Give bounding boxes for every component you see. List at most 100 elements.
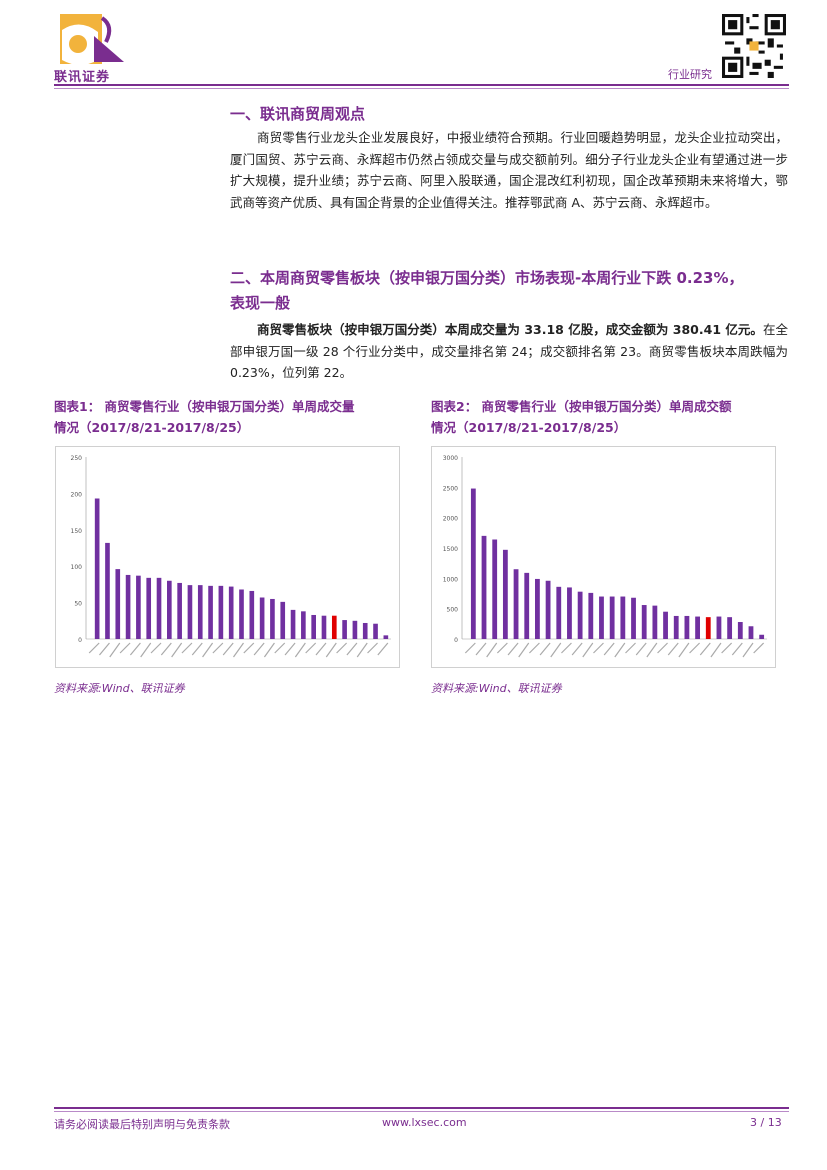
header-divider <box>54 84 789 86</box>
chart1-bar <box>156 577 162 639</box>
company-name: 联讯证券 <box>54 70 111 85</box>
chart1-category-label-mark <box>243 642 255 654</box>
chart2-bar <box>684 615 690 639</box>
chart1-y-tick-label: 250 <box>71 455 83 462</box>
section-paragraph-2-bold: 商贸零售板块（按申银万国分类）本周成交量为 33.18 亿股，成交金额为 380… <box>257 322 763 337</box>
chart2-category-label-mark <box>689 642 701 654</box>
page-number: 3 / 13 <box>750 1116 782 1129</box>
chart1-y-tick-label: 50 <box>74 601 82 608</box>
section-heading-1: 一、联讯商贸周观点 <box>230 105 366 123</box>
chart1-y-tick-label: 150 <box>71 528 83 535</box>
chart1-bar <box>259 597 265 639</box>
chart1-bar <box>280 601 286 639</box>
figure-2-title-line2: 情况（2017/8/21-2017/8/25） <box>431 420 627 435</box>
chart1-category-label-mark <box>109 642 121 658</box>
chart1-bar <box>301 611 306 639</box>
chart2-bar <box>737 622 743 639</box>
chart2-bar <box>716 616 722 639</box>
chart2-bar <box>502 549 508 639</box>
chart2-bar <box>695 616 700 639</box>
chart1-y-tick-label: 200 <box>71 491 83 498</box>
chart1-category-label-mark <box>202 642 214 658</box>
chart2-y-tick-label: 1000 <box>443 576 458 583</box>
chart2-category-label-mark <box>625 642 636 654</box>
chart1-bar <box>197 585 203 639</box>
section-heading-2: 二、本周商贸零售板块（按申银万国分类）市场表现-本周行业下跌 0.23%， 表现… <box>230 267 790 313</box>
chart1-category-label-mark <box>129 642 141 656</box>
chart2-y-tick-label: 2500 <box>443 485 458 492</box>
section-heading-2-line1: 二、本周商贸零售板块（按申银万国分类）市场表现-本周行业下跌 0.23%， <box>230 269 744 287</box>
figure-1-title-line1: 图表1： 商贸零售行业（按申银万国分类）单周成交量 <box>54 399 355 414</box>
chart1-bar <box>270 598 275 639</box>
chart2-bar <box>513 569 519 639</box>
chart1-y-tick-label: 100 <box>71 564 83 571</box>
chart1-category-label-mark <box>325 642 337 658</box>
chart1-category-label-mark <box>377 642 389 656</box>
chart2-bar <box>705 617 711 639</box>
chart1-bar <box>342 620 347 639</box>
company-logo <box>60 14 124 65</box>
chart2-category-label-mark <box>646 642 658 658</box>
chart1-bar <box>167 580 172 639</box>
chart2-bar <box>545 580 551 639</box>
chart1-y-tick-label: 0 <box>78 637 82 644</box>
chart2-category-label-mark <box>657 642 668 654</box>
chart2-bar <box>652 605 658 639</box>
section-paragraph-2-rest: 在全部申银万国一级 28 个行业分类中，成交量排名第 24；成交额排名第 23。… <box>230 322 788 380</box>
chart1-bar <box>136 575 141 639</box>
chart2-y-tick-label: 2000 <box>443 516 458 523</box>
chart1-category-label-mark <box>171 642 183 658</box>
chart1-category-label-mark <box>284 642 296 656</box>
chart1-bar <box>311 614 316 639</box>
chart2-category-label-mark <box>464 642 476 654</box>
chart1-category-label-mark <box>140 642 152 658</box>
chart1-category-label-mark <box>253 642 265 656</box>
chart2-category-label-mark <box>667 642 679 656</box>
chart1-category-label-mark <box>88 642 100 654</box>
chart1-category-label-mark <box>233 642 244 658</box>
chart2-category-label-mark <box>571 642 583 656</box>
chart1-bar <box>331 615 337 639</box>
chart2-category-label-mark <box>518 642 530 658</box>
chart1-category-label-mark <box>367 642 378 654</box>
section-paragraph-1: 商贸零售行业龙头企业发展良好，中报业绩符合预期。行业回暖趋势明显，龙头企业拉动突… <box>230 130 788 210</box>
chart1-category-label-mark <box>150 642 162 654</box>
figure-2-title-line1: 图表2： 商贸零售行业（按申银万国分类）单周成交额 <box>431 399 732 414</box>
chart1-bar <box>146 577 152 639</box>
chart1-bar <box>208 585 213 639</box>
chart2-y-tick-label: 3000 <box>443 455 458 462</box>
chart2-category-label-mark <box>731 642 743 656</box>
chart2-category-label-mark <box>699 642 711 656</box>
chart2-bar <box>620 596 626 639</box>
chart1-bar <box>249 590 255 639</box>
chart2-y-tick-label: 500 <box>447 607 459 614</box>
figure-2-chart-svg: 0 500 1000 1500 2000 2500 3000 <box>443 455 767 658</box>
chart2-category-label-mark <box>475 642 487 656</box>
chart2-category-label-mark <box>561 642 572 654</box>
chart2-category-label-mark <box>486 642 498 658</box>
chart2-bar <box>727 617 733 639</box>
section-paragraph-2: 商贸零售板块（按申银万国分类）本周成交量为 33.18 亿股，成交金额为 380… <box>230 319 788 384</box>
chart2-bar <box>535 578 540 639</box>
chart2-category-label-mark <box>721 642 733 654</box>
chart1-bar <box>94 498 100 639</box>
chart1-bar <box>105 542 110 639</box>
chart1-bar <box>239 589 244 639</box>
chart2-category-label-mark <box>593 642 604 654</box>
chart1-bar <box>373 623 378 639</box>
figure-1-title: 图表1： 商贸零售行业（按申银万国分类）单周成交量 情况（2017/8/21-2… <box>54 396 414 438</box>
qr-code-icon <box>722 14 786 78</box>
chart1-bar <box>321 615 327 639</box>
figure-1-chart: 0 50 100 150 200 250 <box>55 446 400 668</box>
figure-1-chart-svg: 0 50 100 150 200 250 <box>71 455 391 658</box>
footer-disclaimer-link[interactable]: 请务必阅读最后特别声明与免责条款 <box>54 1118 230 1131</box>
chart1-bar <box>383 635 389 639</box>
chart1-bar <box>177 582 182 639</box>
chart2-category-label-mark <box>753 642 765 654</box>
chart2-bar <box>492 539 498 639</box>
chart2-bar <box>663 611 668 639</box>
report-category: 行业研究 <box>668 68 712 81</box>
footer-website-link[interactable]: www.lxsec.com <box>382 1116 467 1129</box>
chart2-category-label-mark <box>678 642 690 658</box>
chart2-y-tick-label: 0 <box>454 637 458 644</box>
